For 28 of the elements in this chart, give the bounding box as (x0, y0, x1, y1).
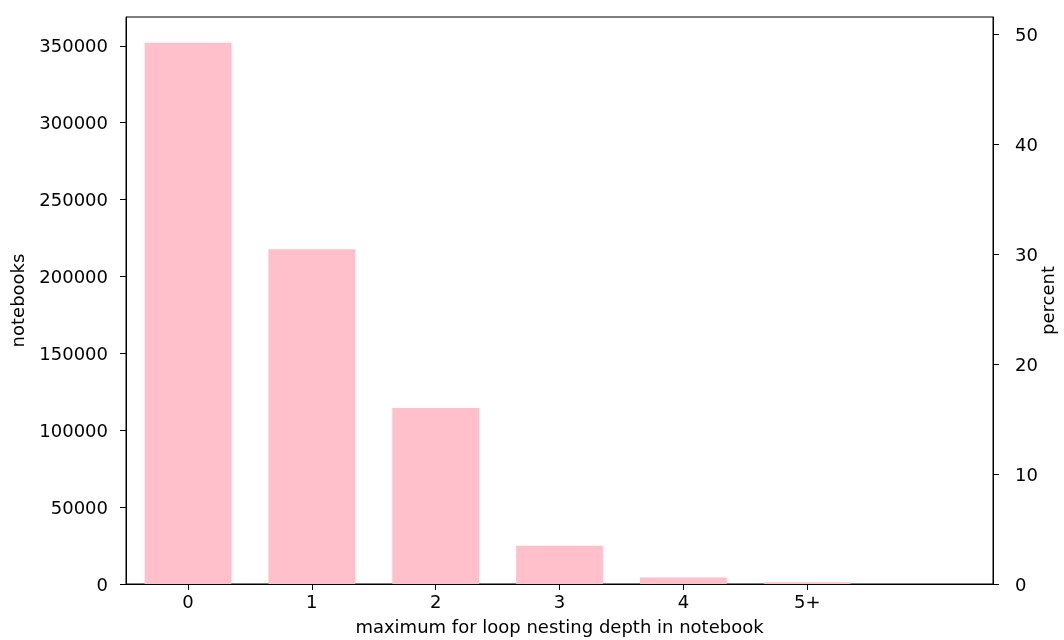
x-axis-title: maximum for loop nesting depth in notebook (355, 615, 765, 637)
bar (268, 249, 356, 584)
x-tick-label: 4 (677, 590, 690, 612)
y-tick-label: 50000 (50, 496, 108, 518)
bar (144, 42, 232, 584)
y-tick-label: 350000 (39, 35, 108, 57)
y-axis-title: notebooks (6, 253, 28, 348)
y2-tick-label: 50 (1015, 24, 1038, 46)
y2-tick-label: 20 (1015, 353, 1038, 375)
y-tick-label: 200000 (39, 265, 108, 287)
y-tick-label: 0 (96, 573, 108, 595)
bar (516, 545, 603, 584)
y2-tick-label: 10 (1015, 463, 1038, 485)
y-tick-label: 250000 (39, 189, 108, 211)
x-tick-label: 0 (182, 590, 194, 612)
y2-tick-label: 0 (1015, 573, 1027, 595)
y2-axis-title: percent (1036, 266, 1058, 335)
y-tick-label: 150000 (39, 342, 108, 364)
y-tick-label: 300000 (39, 112, 108, 134)
y2-tick-label: 30 (1015, 243, 1038, 265)
bar (392, 407, 479, 584)
x-tick-label: 5+ (793, 590, 821, 612)
x-tick-label: 3 (553, 590, 566, 612)
x-tick-label: 2 (429, 590, 442, 612)
x-tick-label: 1 (306, 590, 318, 612)
y-tick-label: 100000 (39, 419, 108, 441)
bar (640, 577, 727, 584)
y2-tick-label: 40 (1015, 133, 1038, 155)
